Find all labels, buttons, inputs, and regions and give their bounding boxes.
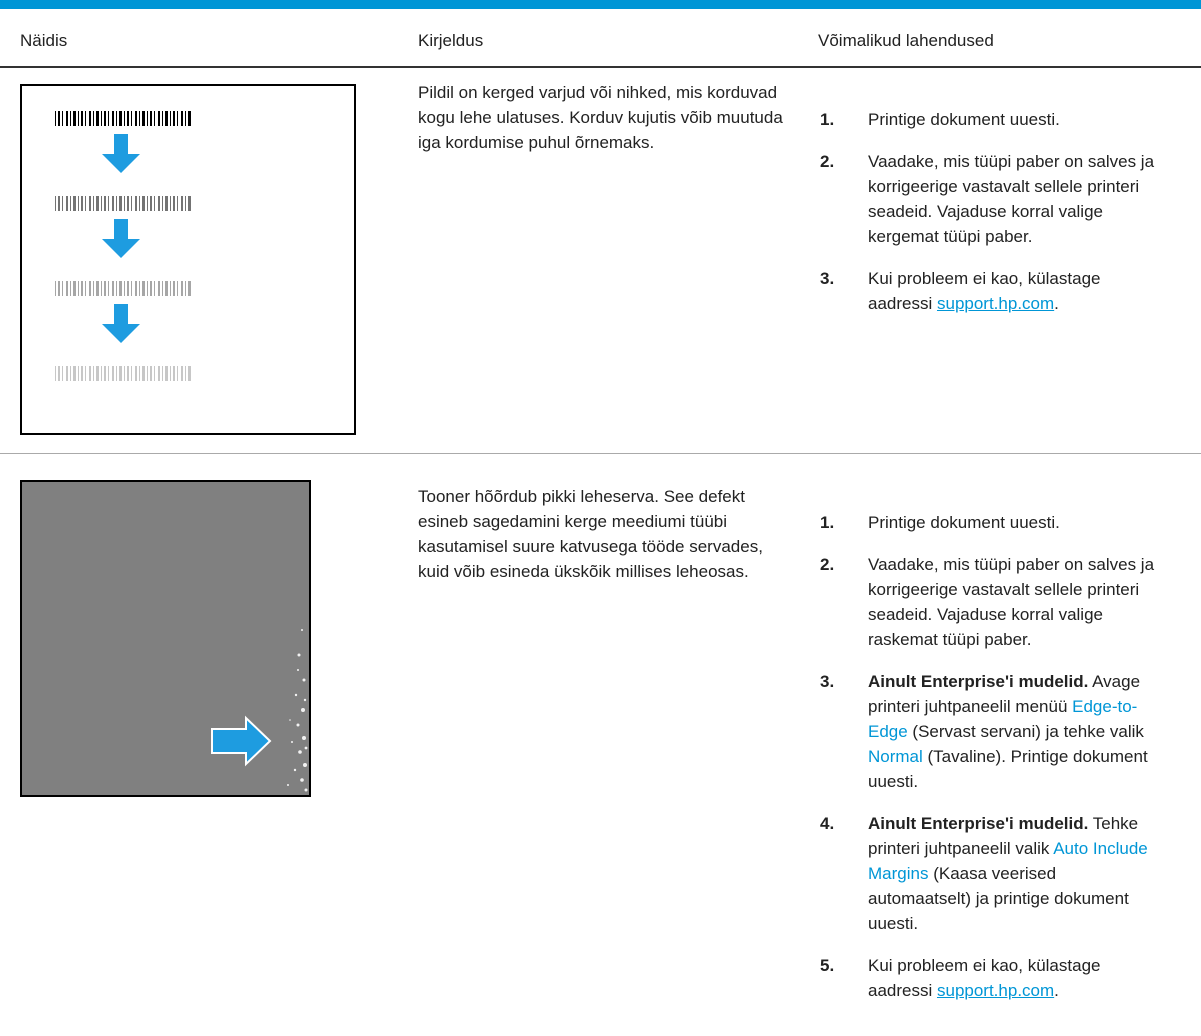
menu-name: Auto Include Margins — [868, 839, 1148, 883]
text: Tehke printeri juhtpaneelil valik — [868, 814, 1139, 858]
step-text: Kui probleem ei kao, külastage aadressi … — [868, 956, 1100, 1000]
sample-image — [20, 84, 356, 435]
step-text: Ainult Enterprise'i mudelid. Avage print… — [868, 672, 1148, 791]
solutions: 1. Printige dokument uuesti. 2. Vaadake, mi… — [820, 107, 1160, 333]
text: (Tavaline). Printige dokument uuesti. — [868, 747, 1148, 791]
step-text: Printige dokument uuesti. — [868, 110, 1060, 129]
solution-item: 3. Kui probleem ei kao, külastage aadress… — [820, 266, 1160, 316]
description: Pildil on kerged varjud või nihked, mis … — [418, 83, 783, 152]
header-rule — [0, 66, 1201, 68]
step-number: 1. — [820, 110, 835, 129]
bold-text: Ainult Enterprise'i mudelid. — [868, 672, 1089, 691]
bold-text: Ainult Enterprise'i mudelid. — [868, 814, 1089, 833]
solution-item: 4. Ainult Enterprise'i mudelid. Tehke pri… — [820, 811, 1160, 936]
solution-item: 2. Vaadake, mis tüüpi paber on salves ja … — [820, 149, 1160, 249]
link[interactable]: support.hp.com — [936, 294, 1055, 313]
text: Printige dokument uuesti. — [868, 513, 1060, 532]
step-number: 3. — [820, 269, 835, 288]
row-rule — [0, 453, 1201, 454]
solution-item: 5. Kui probleem ei kao, külastage aadress… — [820, 953, 1160, 1003]
step-number: 4. — [820, 814, 835, 833]
step-text: Printige dokument uuesti. — [868, 513, 1060, 532]
text: Kui probleem ei kao, külastage aadressi — [868, 269, 1101, 313]
step-number: 5. — [820, 956, 835, 975]
text: (Servast servani) ja tehke valik — [907, 722, 1144, 741]
text: Vaadake, mis tüüpi paber on salves ja ko… — [868, 555, 1155, 649]
step-number: 2. — [820, 555, 835, 574]
solution-item: 2. Vaadake, mis tüüpi paber on salves ja … — [820, 552, 1160, 652]
header: Kirjeldus — [418, 31, 484, 50]
step-text: Ainult Enterprise'i mudelid. Tehke print… — [868, 814, 1148, 933]
step-number: 3. — [820, 672, 835, 691]
top-bar — [0, 0, 1201, 9]
solutions: 1. Printige dokument uuesti. 2. Vaadake, mi… — [820, 510, 1160, 1020]
header: Võimalikud lahendused — [818, 31, 994, 50]
step-number: 1. — [820, 513, 835, 532]
text: . — [1054, 294, 1059, 313]
menu-name: Edge-to-Edge — [868, 697, 1138, 741]
description: Tooner hõõrdub pikki leheserva. See defe… — [418, 487, 763, 581]
step-text: Kui probleem ei kao, külastage aadressi … — [868, 269, 1100, 313]
text: Vaadake, mis tüüpi paber on salves ja ko… — [868, 152, 1155, 246]
sample-image — [20, 480, 311, 797]
text: Avage printeri juhtpaneelil menüü — [868, 672, 1141, 716]
solution-item: 1. Printige dokument uuesti. — [820, 107, 1160, 132]
solution-item: 3. Ainult Enterprise'i mudelid. Avage pri… — [820, 669, 1160, 794]
header: Näidis — [20, 31, 68, 50]
text: Kui probleem ei kao, külastage aadressi — [868, 956, 1101, 1000]
text: (Kaasa veerised automaatselt) ja printig… — [868, 864, 1129, 933]
step-text: Vaadake, mis tüüpi paber on salves ja ko… — [868, 152, 1154, 246]
step-text: Vaadake, mis tüüpi paber on salves ja ko… — [868, 555, 1154, 649]
link[interactable]: support.hp.com — [936, 981, 1055, 1000]
step-number: 2. — [820, 152, 835, 171]
menu-name: Normal — [868, 747, 923, 766]
text: Printige dokument uuesti. — [868, 110, 1060, 129]
solution-item: 1. Printige dokument uuesti. — [820, 510, 1160, 535]
text: . — [1054, 981, 1059, 1000]
